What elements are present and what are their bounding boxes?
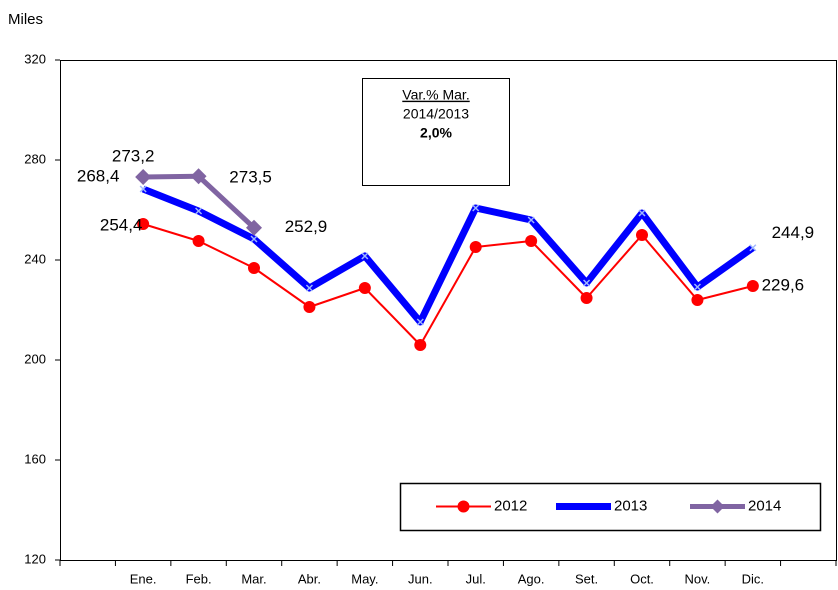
point (361, 252, 369, 260)
x-tick-label: Abr. (298, 571, 321, 586)
x-tick-label: Nov. (685, 571, 711, 586)
point (693, 283, 701, 291)
data-label: 252,9 (285, 217, 328, 236)
x-tick-label: Jun. (408, 571, 433, 586)
data-label: 273,5 (229, 168, 272, 187)
data-label: 273,2 (112, 146, 155, 165)
x-tick-label: Ene. (130, 571, 157, 586)
point (139, 185, 147, 193)
legend-label: 2013 (614, 497, 647, 514)
y-axis-label: Miles (8, 11, 43, 28)
point (638, 209, 646, 217)
data-label: 254,4 (100, 215, 143, 234)
data-label: 244,9 (772, 223, 815, 242)
point (137, 218, 150, 230)
point (248, 262, 260, 274)
series-line (141, 185, 755, 326)
point (416, 318, 424, 326)
x-tick-label: Feb. (186, 571, 212, 586)
annotation-title: Var.% Mar. (402, 87, 469, 103)
point (636, 229, 648, 241)
x-tick-label: Set. (575, 571, 598, 586)
legend-marker (457, 500, 470, 513)
y-tick-label: 160 (24, 451, 46, 466)
point (469, 241, 482, 253)
point (527, 216, 535, 224)
point (749, 244, 757, 252)
point (303, 301, 316, 313)
point (746, 280, 759, 292)
annotation-box (362, 78, 510, 186)
point (580, 292, 593, 304)
point (250, 235, 258, 243)
point (472, 204, 480, 212)
point (190, 168, 207, 185)
point (246, 219, 262, 236)
annotation-value: 2,0% (420, 125, 452, 141)
data-label: 229,6 (762, 275, 805, 294)
legend-label: 2014 (748, 497, 781, 514)
x-tick-label: Dic. (742, 571, 764, 586)
point (195, 207, 203, 215)
point (525, 235, 538, 247)
point (192, 235, 205, 247)
y-tick-label: 280 (24, 151, 46, 166)
data-label: 268,4 (77, 166, 120, 185)
series-line (142, 223, 754, 346)
y-tick-label: 200 (24, 351, 46, 366)
point (691, 294, 704, 306)
annotation-period: 2014/2013 (403, 106, 469, 122)
y-tick-label: 320 (24, 51, 46, 66)
y-tick-label: 120 (24, 551, 46, 566)
x-tick-label: Jul. (466, 571, 486, 586)
point (305, 284, 313, 292)
x-tick-label: Mar. (241, 571, 266, 586)
y-tick-label: 240 (24, 251, 46, 266)
legend-label: 2012 (494, 497, 527, 514)
point (583, 279, 591, 287)
x-tick-label: Oct. (630, 571, 654, 586)
point (414, 339, 427, 351)
x-tick-label: Ago. (518, 571, 545, 586)
point (135, 169, 152, 185)
legend-marker (710, 499, 725, 514)
point (358, 282, 371, 294)
x-tick-label: May. (351, 571, 378, 586)
